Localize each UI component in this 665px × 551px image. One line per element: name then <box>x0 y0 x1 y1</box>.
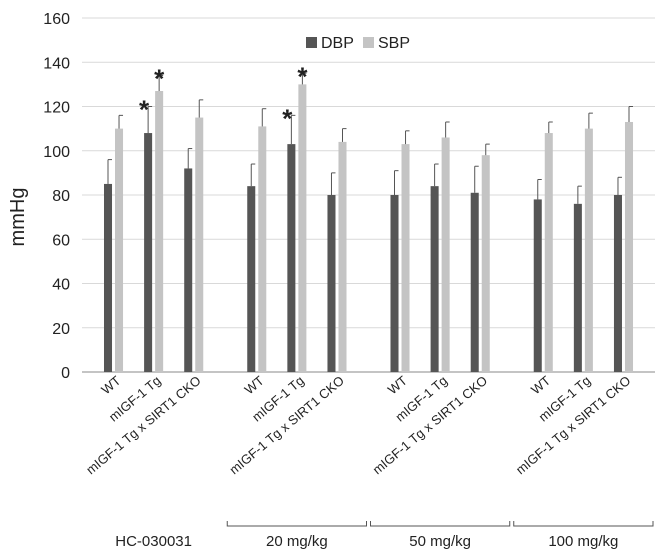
legend-label: SBP <box>378 35 410 52</box>
y-axis-label: mmHg <box>7 188 29 247</box>
y-tick-label: 80 <box>52 188 70 205</box>
bar-dbp <box>247 186 256 372</box>
legend-label: DBP <box>321 35 354 52</box>
category-label: WT <box>528 373 553 398</box>
bar-sbp <box>624 121 634 372</box>
legend-swatch <box>363 37 374 48</box>
bars: **** <box>103 61 634 372</box>
significance-marker: * <box>154 64 165 94</box>
bar-sbp <box>441 137 450 372</box>
bar-dbp <box>430 186 439 372</box>
y-axis: 0 20 40 60 80 100 120 140 160 <box>43 11 70 382</box>
bar-dbp <box>144 133 153 372</box>
group-label: 20 mg/kg <box>266 533 328 550</box>
significance-marker: * <box>297 61 308 91</box>
bar-sbp <box>544 133 553 372</box>
bar-sbp <box>481 155 490 372</box>
bar-dbp <box>470 192 479 372</box>
bar-sbp <box>195 117 204 372</box>
bar-dbp <box>613 195 622 372</box>
bar-sbp <box>155 91 164 372</box>
bar-sbp <box>401 144 410 372</box>
y-tick-label: 160 <box>43 11 70 28</box>
legend-swatch <box>306 37 317 48</box>
y-tick-label: 100 <box>43 144 70 161</box>
bar-sbp <box>115 128 124 372</box>
y-tick-label: 20 <box>52 321 70 338</box>
y-tick-label: 60 <box>52 232 70 249</box>
bar-dbp <box>390 195 399 372</box>
significance-marker: * <box>139 95 150 125</box>
bar-sbp <box>298 84 307 372</box>
group-label: 50 mg/kg <box>409 533 471 550</box>
bar-dbp <box>327 195 336 372</box>
group-labels: HC-030031 20 mg/kg 50 mg/kg 100 mg/kg <box>115 521 654 550</box>
gridlines <box>82 17 655 373</box>
group-label: HC-030031 <box>115 533 192 550</box>
category-label: WT <box>98 373 123 398</box>
y-tick-label: 120 <box>43 100 70 117</box>
bar-sbp <box>584 128 593 372</box>
y-tick-label: 40 <box>52 277 70 294</box>
legend: DBP SBP <box>306 35 410 52</box>
y-tick-label: 0 <box>61 365 70 382</box>
group-bracket <box>370 521 511 527</box>
bar-sbp <box>338 141 347 372</box>
group-label: 100 mg/kg <box>548 533 618 550</box>
group-bracket <box>226 521 367 527</box>
category-label: WT <box>385 373 410 398</box>
bar-dbp <box>184 168 193 372</box>
bar-dbp <box>573 203 582 372</box>
significance-marker: * <box>282 103 293 133</box>
bar-dbp <box>287 144 296 372</box>
group-bracket <box>513 521 654 527</box>
category-label: WT <box>242 373 267 398</box>
y-tick-label: 140 <box>43 55 70 72</box>
bar-sbp <box>258 126 267 372</box>
bar-dbp <box>533 199 542 372</box>
bar-dbp <box>103 183 113 372</box>
